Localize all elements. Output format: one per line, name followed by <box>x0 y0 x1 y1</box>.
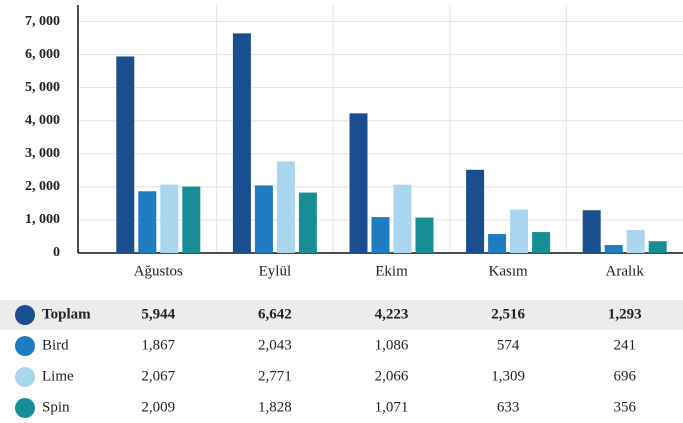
table-cell: 2,067 <box>141 368 175 384</box>
bar <box>415 217 434 253</box>
table-cell: 356 <box>613 399 636 415</box>
y-tick-label: 0 <box>53 245 60 260</box>
bar <box>466 169 485 253</box>
bar <box>626 229 645 253</box>
table-cell: 5,944 <box>141 306 175 322</box>
table-cell: 696 <box>613 368 636 384</box>
y-tick-label: 3, 000 <box>25 146 60 161</box>
y-tick-label: 5, 000 <box>25 80 60 95</box>
bar <box>604 245 623 253</box>
table-cell: 2,066 <box>375 368 409 384</box>
table-cell: 2,009 <box>141 399 175 415</box>
legend-marker <box>15 336 35 356</box>
x-tick-label: Aralık <box>606 263 645 279</box>
legend-marker <box>15 398 35 418</box>
legend-label: Lime <box>42 368 74 384</box>
table-cell: 241 <box>613 337 636 353</box>
table-cell: 4,223 <box>375 306 409 322</box>
table-cell: 1,867 <box>141 337 175 353</box>
table-cell: 633 <box>497 399 520 415</box>
table-cell: 1,293 <box>608 306 642 322</box>
legend-label: Spin <box>42 399 70 415</box>
x-tick-label: Ekim <box>375 263 408 279</box>
bar <box>393 184 412 253</box>
y-tick-label: 4, 000 <box>25 113 60 128</box>
bar <box>182 186 201 253</box>
y-tick-label: 2, 000 <box>25 179 60 194</box>
table-cell: 1,086 <box>375 337 409 353</box>
bar <box>276 161 295 253</box>
bar <box>582 210 601 253</box>
legend-label: Bird <box>42 337 69 353</box>
x-tick-label: Ağustos <box>134 263 183 279</box>
bar <box>648 241 667 253</box>
bar <box>349 113 368 253</box>
bar <box>138 191 157 253</box>
x-tick-label: Eylül <box>259 263 292 279</box>
bar <box>116 56 135 253</box>
y-tick-label: 1, 000 <box>25 212 60 227</box>
table-cell: 2,771 <box>258 368 292 384</box>
bar <box>371 217 390 253</box>
x-tick-label: Kasım <box>489 263 528 279</box>
bar <box>298 192 317 253</box>
table-cell: 2,043 <box>258 337 292 353</box>
table-cell: 2,516 <box>491 306 525 322</box>
table-highlight-row <box>0 300 683 330</box>
table-cell: 1,828 <box>258 399 292 415</box>
bar <box>488 234 507 253</box>
table-cell: 1,309 <box>491 368 525 384</box>
table-cell: 1,071 <box>375 399 409 415</box>
bar <box>532 232 551 253</box>
bar <box>160 184 179 253</box>
legend-marker <box>15 305 35 325</box>
y-tick-label: 7, 000 <box>25 14 60 29</box>
table-cell: 574 <box>497 337 520 353</box>
legend-label: Toplam <box>42 306 91 322</box>
y-tick-label: 6, 000 <box>25 47 60 62</box>
table-cell: 6,642 <box>258 306 292 322</box>
legend-marker <box>15 367 35 387</box>
bar <box>510 209 529 253</box>
bar <box>254 185 273 253</box>
bar <box>232 33 251 253</box>
